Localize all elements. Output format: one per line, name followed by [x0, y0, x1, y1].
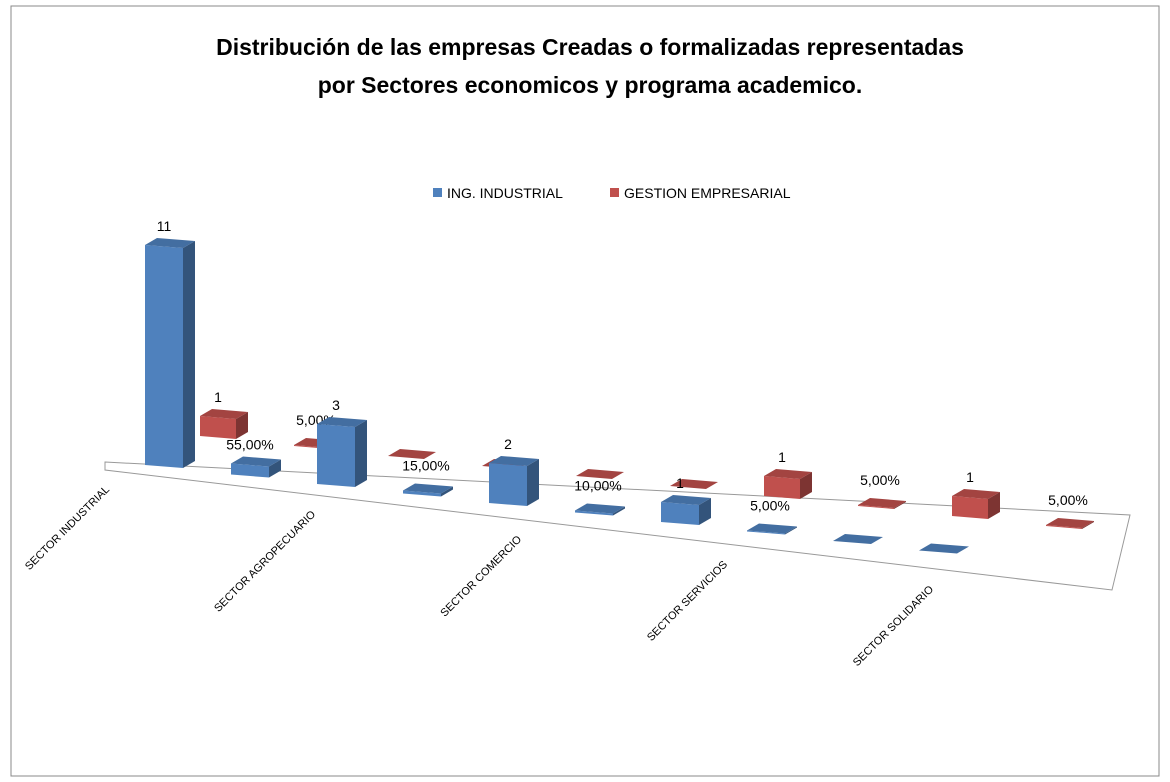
bar-face	[858, 498, 906, 508]
bar	[317, 417, 367, 487]
bar	[747, 523, 797, 535]
bar	[858, 498, 906, 509]
bar-face	[236, 412, 248, 439]
bar-face	[670, 479, 718, 489]
bar-face	[1082, 521, 1094, 529]
bar-face	[403, 483, 453, 494]
data-label: 10,00%	[574, 478, 621, 494]
bar-face	[988, 492, 1000, 519]
data-label: 1	[214, 389, 222, 405]
bar-face	[747, 523, 797, 534]
bar-face	[231, 456, 281, 467]
chart-title: por Sectores economicos y programa acade…	[318, 72, 863, 98]
bar	[145, 238, 195, 468]
legend-label: ING. INDUSTRIAL	[447, 185, 563, 201]
bar-face	[317, 424, 355, 487]
bar-face	[388, 449, 436, 459]
bar	[1046, 518, 1094, 529]
bar-face	[575, 503, 625, 514]
data-label: 1	[966, 469, 974, 485]
bar-face	[317, 417, 367, 427]
bar-face	[952, 489, 1000, 499]
bar-face	[661, 502, 699, 525]
bar-face	[699, 498, 711, 525]
bar-face	[1046, 518, 1094, 528]
bar-face	[145, 238, 195, 248]
legend-label: GESTION EMPRESARIAL	[624, 185, 791, 201]
bar	[388, 449, 436, 459]
bar-face	[355, 420, 367, 487]
bar-face	[764, 469, 812, 479]
bar-face	[403, 490, 441, 497]
legend-swatch	[433, 188, 442, 197]
bar-face	[183, 241, 195, 468]
bar	[919, 543, 969, 554]
bar-face	[858, 505, 894, 509]
chart-frame	[10, 5, 1160, 777]
data-label: 1	[676, 475, 684, 491]
data-label: 11	[157, 218, 172, 234]
bar-face	[231, 463, 269, 478]
bar-face	[489, 463, 527, 506]
data-label: 1	[778, 449, 786, 465]
bar-face	[575, 510, 613, 516]
chart-title: Distribución de las empresas Creadas o f…	[216, 34, 964, 60]
bar-face	[800, 472, 812, 499]
bar-face	[833, 534, 883, 544]
bar	[952, 489, 1000, 519]
data-label: 55,00%	[226, 437, 273, 453]
bar-face	[919, 543, 969, 554]
bar-face	[764, 476, 800, 499]
data-label: 5,00%	[860, 472, 900, 488]
bar	[764, 469, 812, 499]
bar	[661, 495, 711, 525]
bar-face	[747, 530, 785, 535]
bar-face	[200, 409, 248, 419]
bar	[576, 469, 624, 479]
bar-face	[441, 486, 453, 497]
bar-face	[613, 506, 625, 516]
bar	[489, 456, 539, 506]
bar-face	[894, 501, 906, 509]
bar-face	[576, 469, 624, 479]
bar	[833, 534, 883, 544]
bar-face	[489, 456, 539, 466]
bar	[403, 483, 453, 497]
bar-face	[269, 459, 281, 478]
bar-face	[527, 459, 539, 506]
data-label: 2	[504, 436, 512, 452]
bar-face	[661, 495, 711, 505]
bar	[231, 456, 281, 478]
data-label: 5,00%	[1048, 492, 1088, 508]
bar-face	[952, 496, 988, 519]
data-label: 15,00%	[402, 458, 449, 474]
bar-face	[1046, 525, 1082, 529]
bar	[200, 409, 248, 439]
bar-face	[145, 245, 183, 468]
bar	[670, 479, 718, 489]
data-label: 5,00%	[750, 498, 790, 514]
bar	[575, 503, 625, 516]
data-label: 3	[332, 397, 340, 413]
bar-face	[785, 526, 797, 535]
bar-face	[200, 416, 236, 439]
legend-swatch	[610, 188, 619, 197]
